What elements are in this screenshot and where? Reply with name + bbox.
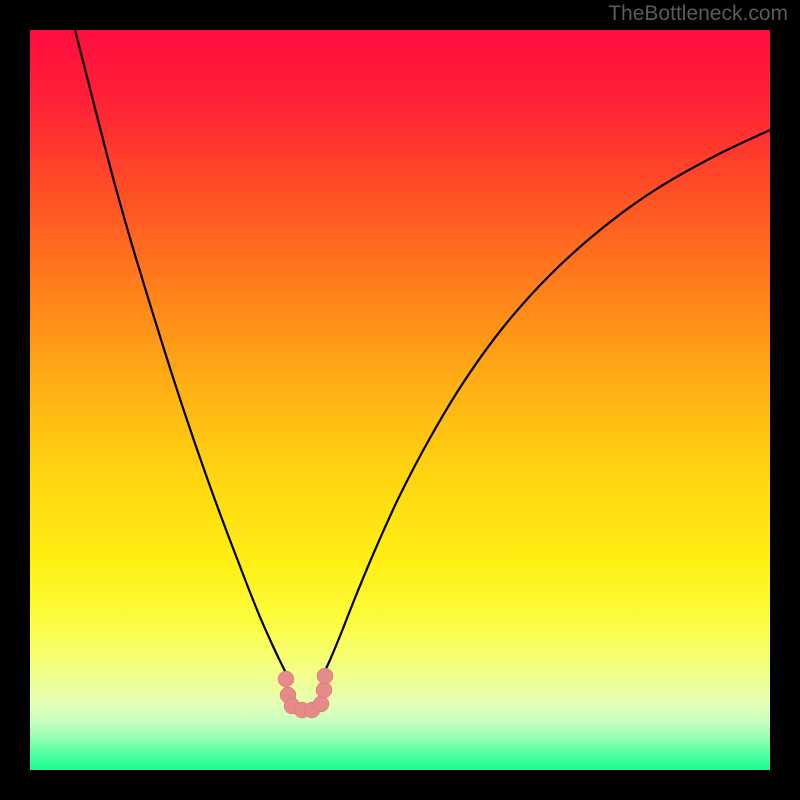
attribution-text: TheBottleneck.com: [608, 2, 788, 26]
curve-layer: [30, 30, 770, 770]
valley-marker: [316, 682, 332, 698]
plot-area: [30, 30, 770, 770]
curve-left-branch: [75, 30, 286, 673]
valley-marker: [278, 671, 294, 687]
chart-container: TheBottleneck.com: [0, 0, 800, 800]
valley-marker: [313, 696, 329, 712]
valley-marker: [317, 668, 333, 684]
curve-right-branch: [324, 130, 770, 673]
valley-markers: [278, 668, 333, 718]
